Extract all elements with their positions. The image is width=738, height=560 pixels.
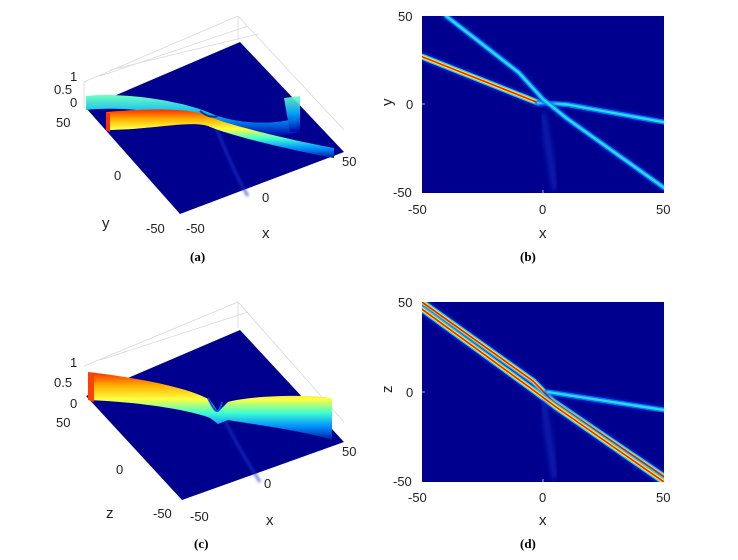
panel-c-xtick-0: 50 — [342, 444, 356, 459]
panel-d-xtick-1: 0 — [539, 490, 546, 505]
panel-b-xtick-2: 50 — [656, 202, 670, 217]
panel-b-ylabel: y — [379, 98, 396, 106]
panel-d-xtick-0: -50 — [408, 490, 427, 505]
panel-b: 50 0 -50 -50 0 50 x y (b) — [379, 9, 670, 264]
panel-a-xtick-1: 0 — [262, 190, 269, 205]
panel-a-ylabel: y — [102, 215, 110, 232]
panel-a-ridge-high — [106, 109, 334, 158]
panel-d-ytick-0: 50 — [398, 295, 412, 310]
panel-c-ridge-high — [88, 372, 332, 440]
panel-c-ylabel: z — [106, 505, 114, 522]
panel-d-ticks — [422, 391, 544, 482]
panel-b-xlabel: x — [539, 225, 547, 242]
heatmap-d-ridge-1-layer-3 — [422, 308, 664, 482]
panel-a-caption: (a) — [190, 249, 205, 264]
panel-c-ztick-1: 0.5 — [54, 375, 72, 390]
heatmap-b-ghost-trace — [540, 112, 558, 190]
panel-c-ytick-2: -50 — [153, 506, 172, 521]
panel-d: 50 0 -50 -50 0 50 x z (d) — [379, 295, 670, 551]
panel-b-ytick-2: -50 — [393, 185, 412, 200]
panel-a-ztick-2: 0 — [70, 95, 77, 110]
panel-d-caption: (d) — [520, 536, 536, 551]
heatmap-d-ghost-trace — [540, 400, 558, 479]
panel-c-ztick-2: 0 — [70, 396, 77, 411]
heatmap-d-ridge-2-layer-2 — [546, 390, 664, 412]
panel-d-ytick-2: -50 — [393, 474, 412, 489]
panel-b-ytick-1: 0 — [406, 97, 413, 112]
heatmap-b-ridge-2-layer-2 — [445, 16, 664, 189]
panel-d-ytick-1: 0 — [406, 385, 413, 400]
panel-c: 1 0.5 0 50 0 -50 50 0 -50 z x (c) — [54, 301, 356, 551]
panel-b-xtick-0: -50 — [408, 202, 427, 217]
panel-a-xtick-0: 50 — [342, 154, 356, 169]
panel-d-xtick-2: 50 — [656, 490, 670, 505]
panel-d-ylabel: z — [379, 386, 396, 394]
panel-b-caption: (b) — [520, 249, 536, 264]
panel-b-ytick-0: 50 — [398, 9, 412, 24]
panel-c-xtick-1: 0 — [264, 476, 271, 491]
heatmap-b-ridge-0-layer-3 — [422, 55, 539, 104]
panel-c-caption: (c) — [194, 536, 208, 551]
panel-a-ytick-1: 0 — [114, 168, 121, 183]
panel-a-xlabel: x — [262, 225, 270, 242]
panel-a-xtick-2: -50 — [186, 221, 205, 236]
panel-a-ztick-1: 0.5 — [54, 82, 72, 97]
panel-c-ytick-0: 50 — [56, 415, 70, 430]
panel-c-ztick-0: 1 — [70, 355, 77, 370]
panel-b-xtick-1: 0 — [539, 202, 546, 217]
panel-a: 1 0.5 0 50 0 -50 50 0 -50 y x (a) — [54, 15, 356, 264]
panel-b-ticks — [422, 103, 544, 193]
panel-c-xtick-2: -50 — [190, 509, 209, 524]
panel-a-ztick-0: 1 — [70, 69, 77, 84]
panel-a-box — [83, 15, 345, 131]
panel-c-ytick-1: 0 — [116, 462, 123, 477]
panel-a-ytick-2: -50 — [146, 221, 165, 236]
panel-c-xlabel: x — [266, 512, 274, 529]
panel-a-ytick-0: 50 — [56, 115, 70, 130]
panel-d-xlabel: x — [539, 512, 547, 529]
